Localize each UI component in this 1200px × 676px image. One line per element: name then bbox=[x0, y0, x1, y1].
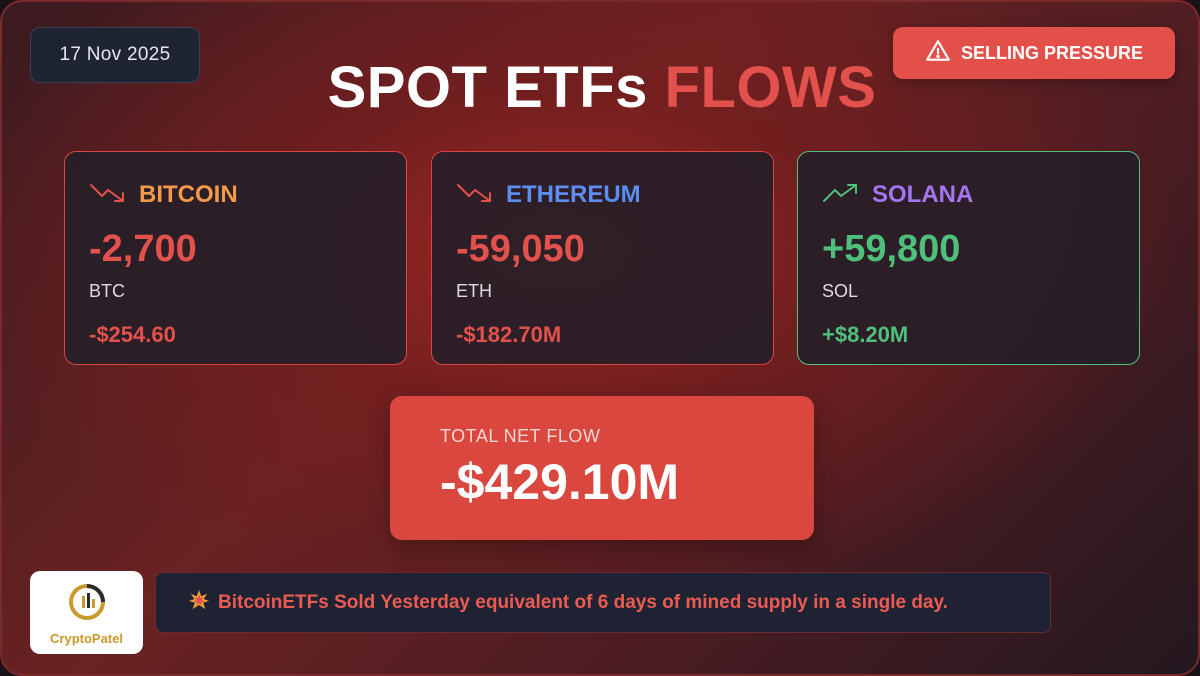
cryptopatel-logo: CryptoPatel bbox=[30, 571, 143, 654]
solana-amount: +59,800 bbox=[822, 228, 961, 270]
bitcoin-name: BITCOIN bbox=[139, 181, 238, 208]
trend-up-icon bbox=[822, 181, 860, 210]
ethereum-usd: -$182.70M bbox=[456, 322, 562, 347]
bitcoin-unit: BTC bbox=[89, 281, 125, 301]
ethereum-name: ETHEREUM bbox=[506, 181, 641, 208]
bitcoin-card: BITCOIN -2,700 BTC -$254.60 bbox=[64, 151, 407, 365]
title-main: SPOT ETFs bbox=[327, 55, 648, 120]
trend-down-icon bbox=[456, 181, 494, 210]
trend-down-icon bbox=[89, 181, 127, 210]
ethereum-amount: -59,050 bbox=[456, 228, 585, 270]
title-accent: FLOWS bbox=[664, 55, 877, 120]
total-net-flow-label: TOTAL NET FLOW bbox=[440, 426, 601, 446]
warning-icon bbox=[925, 38, 951, 69]
total-net-flow-value: -$429.10M bbox=[440, 454, 680, 510]
bitcoin-usd: -$254.60 bbox=[89, 322, 176, 347]
page-title: SPOT ETFs FLOWS bbox=[2, 54, 1198, 121]
selling-pressure-badge: SELLING PRESSURE bbox=[893, 27, 1175, 79]
selling-pressure-label: SELLING PRESSURE bbox=[960, 42, 1144, 63]
bitcoin-amount: -2,700 bbox=[89, 228, 197, 270]
ethereum-card: ETHEREUM -59,050 ETH -$182.70M bbox=[431, 151, 774, 365]
explosion-icon bbox=[188, 589, 210, 617]
ethereum-unit: ETH bbox=[456, 281, 492, 301]
logo-icon bbox=[65, 580, 109, 629]
footnote-text: BitcoinETFs Sold Yesterday equivalent of… bbox=[218, 591, 948, 613]
footnote-banner: BitcoinETFs Sold Yesterday equivalent of… bbox=[155, 572, 1051, 633]
solana-name: SOLANA bbox=[872, 181, 974, 208]
total-net-flow-card: TOTAL NET FLOW -$429.10M bbox=[390, 396, 814, 540]
date-badge: 17 Nov 2025 bbox=[30, 27, 200, 83]
solana-card: SOLANA +59,800 SOL +$8.20M bbox=[797, 151, 1140, 365]
logo-text: CryptoPatel bbox=[50, 630, 123, 646]
solana-usd: +$8.20M bbox=[822, 322, 909, 347]
solana-unit: SOL bbox=[822, 281, 859, 301]
